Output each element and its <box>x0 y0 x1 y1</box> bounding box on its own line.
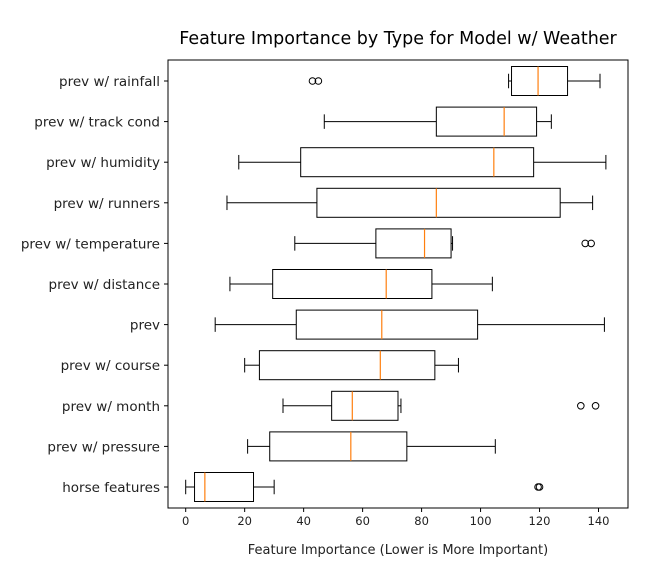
box <box>316 187 561 218</box>
outlier-point <box>535 483 544 491</box>
x-axis: 0 20 40 60 80 100 120 140 <box>182 508 609 528</box>
outlier-point <box>314 77 323 85</box>
outlier-point <box>308 77 317 85</box>
x-tick-label: 80 <box>414 514 429 528</box>
y-tick-label: prev w/ runners <box>54 196 160 212</box>
box <box>295 309 479 340</box>
box-group <box>244 350 459 381</box>
box <box>331 390 399 421</box>
y-tick-label: prev w/ temperature <box>21 236 160 252</box>
y-tick-label: prev w/ humidity <box>46 155 160 171</box>
outlier-point <box>577 402 585 410</box>
x-axis-label: Feature Importance (Lower is More Import… <box>248 543 548 558</box>
chart-title: Feature Importance by Type for Model w/ … <box>179 29 617 49</box>
box <box>375 228 452 259</box>
x-tick-label: 0 <box>182 514 189 528</box>
box-group <box>308 66 601 96</box>
y-tick-label: prev <box>130 318 160 334</box>
box-group <box>247 431 496 462</box>
x-tick-label: 60 <box>355 514 370 528</box>
x-tick-label: 40 <box>296 514 311 528</box>
outlier-point <box>587 239 595 248</box>
box <box>511 66 569 96</box>
y-tick-label: prev w/ rainfall <box>59 74 160 90</box>
box <box>272 269 433 299</box>
y-tick-label: prev w/ pressure <box>47 439 160 455</box>
y-tick-label: horse features <box>62 480 160 496</box>
box-group <box>226 187 594 218</box>
box-group <box>229 269 493 299</box>
box <box>258 350 436 381</box>
y-tick-label: prev w/ distance <box>49 277 161 293</box>
box-group <box>185 472 544 502</box>
x-tick-label: 140 <box>588 514 610 528</box>
box-group <box>294 228 595 259</box>
box <box>194 472 255 502</box>
x-tick-label: 20 <box>237 514 252 528</box>
outlier-point <box>591 402 600 410</box>
box-group <box>214 309 605 340</box>
box <box>435 106 538 137</box>
y-tick-label: prev w/ month <box>62 399 160 415</box>
y-axis: prev w/ rainfall prev w/ track cond prev w… <box>21 74 168 496</box>
box-group <box>282 390 600 421</box>
x-tick-label: 120 <box>529 514 551 528</box>
box <box>300 147 535 178</box>
y-tick-label: prev w/ course <box>61 358 160 374</box>
outlier-point <box>581 239 590 248</box>
box <box>269 431 408 462</box>
y-tick-label: prev w/ track cond <box>34 115 160 131</box>
x-tick-label: 100 <box>470 514 492 528</box>
box-group <box>323 106 552 137</box>
plot-area <box>185 66 607 502</box>
box-group <box>238 147 607 178</box>
